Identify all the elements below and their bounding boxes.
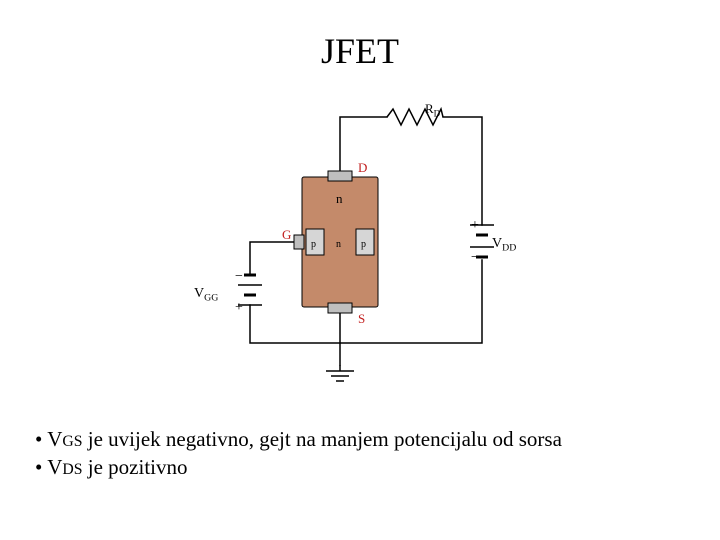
svg-text:−: − bbox=[235, 269, 243, 284]
jfet-circuit-diagram: RD VGG VDD D G Sn n p p − + + − bbox=[190, 95, 530, 385]
bullet-1: • VGS je uvijek negativno, gejt na manje… bbox=[35, 425, 562, 453]
svg-text:n: n bbox=[336, 239, 341, 250]
bullet-1-text-a: • V bbox=[35, 427, 62, 451]
svg-text:p: p bbox=[361, 239, 366, 250]
bullet-2: • VDS je pozitivno bbox=[35, 453, 562, 481]
svg-text:VDD: VDD bbox=[492, 236, 516, 254]
svg-text:−: − bbox=[471, 250, 479, 265]
bullet-2-text-a: • V bbox=[35, 455, 62, 479]
svg-text:+: + bbox=[471, 218, 479, 233]
svg-text:n: n bbox=[336, 191, 343, 206]
bullet-1-sub: GS bbox=[62, 433, 82, 450]
svg-text:RD: RD bbox=[425, 101, 441, 118]
svg-text:VGG: VGG bbox=[194, 286, 218, 304]
svg-text:+: + bbox=[235, 300, 243, 315]
bullet-2-text-b: je pozitivno bbox=[83, 455, 188, 479]
bullet-list: • VGS je uvijek negativno, gejt na manje… bbox=[35, 425, 562, 482]
page-title: JFET bbox=[0, 30, 720, 72]
svg-text:G: G bbox=[282, 227, 291, 242]
svg-text:S: S bbox=[358, 311, 365, 326]
bullet-2-sub: DS bbox=[62, 461, 82, 478]
svg-text:D: D bbox=[358, 160, 367, 175]
svg-text:p: p bbox=[311, 239, 316, 250]
bullet-1-text-b: je uvijek negativno, gejt na manjem pote… bbox=[83, 427, 562, 451]
